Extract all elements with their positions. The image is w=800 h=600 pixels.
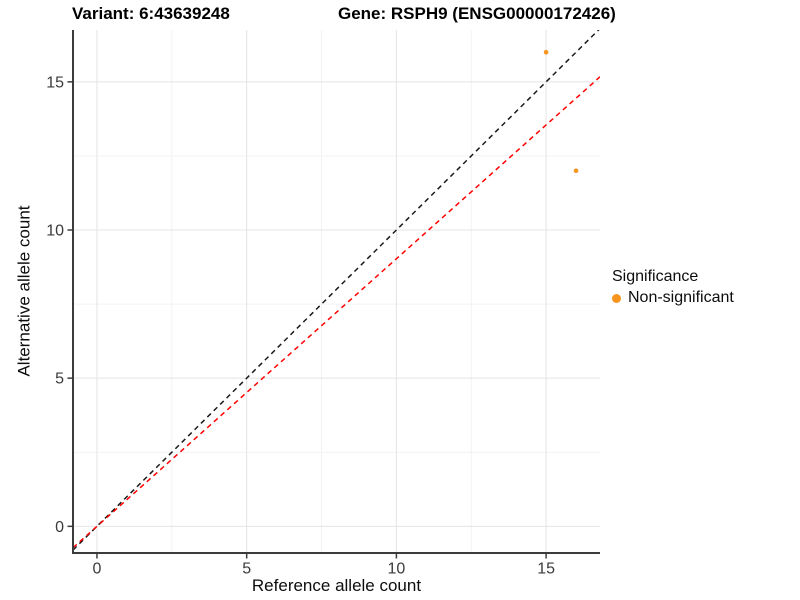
y-tick-label: 15 bbox=[46, 74, 64, 91]
legend-title: Significance bbox=[612, 268, 699, 285]
legend: Significance Non-significant bbox=[612, 267, 734, 307]
legend-item-non-significant: Non-significant bbox=[612, 289, 734, 307]
x-tick-label: 15 bbox=[537, 561, 555, 578]
legend-item-label: Non-significant bbox=[628, 289, 734, 306]
identity-line bbox=[73, 30, 600, 551]
expected-line bbox=[73, 76, 600, 549]
data-point bbox=[573, 168, 579, 174]
x-axis-title: Reference allele count bbox=[251, 576, 422, 595]
plot-title-variant: Variant: 6:43639248 bbox=[72, 4, 230, 23]
legend-point-icon bbox=[612, 293, 621, 303]
data-point bbox=[543, 49, 549, 55]
y-tick-label: 0 bbox=[55, 519, 64, 536]
x-tick-label: 10 bbox=[387, 561, 405, 578]
y-tick-label: 5 bbox=[55, 371, 64, 388]
y-tick-label: 10 bbox=[46, 223, 64, 240]
y-axis-title: Alternative allele count bbox=[14, 205, 34, 377]
x-tick-label: 5 bbox=[242, 561, 251, 578]
x-tick-label: 0 bbox=[93, 561, 102, 578]
plot-title-gene: Gene: RSPH9 (ENSG00000172426) bbox=[338, 4, 616, 23]
panel bbox=[73, 30, 600, 553]
